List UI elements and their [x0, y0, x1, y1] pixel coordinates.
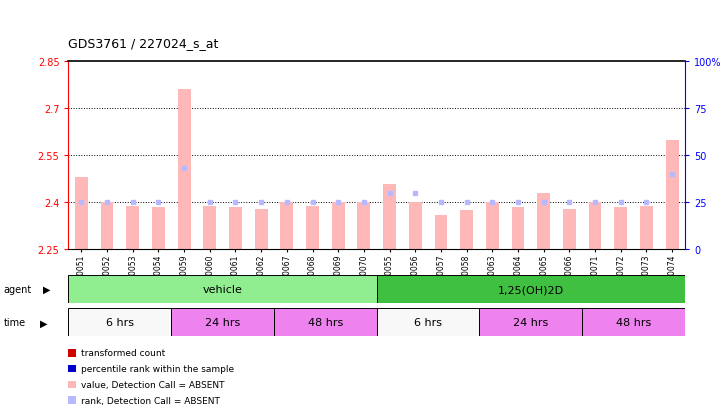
Bar: [101, 203, 113, 250]
Bar: [332, 203, 345, 250]
Text: value, Detection Call = ABSENT: value, Detection Call = ABSENT: [81, 380, 225, 389]
Text: agent: agent: [4, 285, 32, 294]
Text: GDS3761 / 227024_s_at: GDS3761 / 227024_s_at: [68, 37, 219, 50]
Bar: [68, 309, 172, 337]
Bar: [280, 203, 293, 250]
Bar: [640, 206, 653, 250]
Bar: [537, 193, 550, 250]
Bar: [409, 203, 422, 250]
Text: 24 hrs: 24 hrs: [205, 318, 240, 328]
Text: 24 hrs: 24 hrs: [513, 318, 549, 328]
Text: transformed count: transformed count: [81, 349, 166, 358]
Text: ▶: ▶: [43, 285, 50, 294]
Text: 6 hrs: 6 hrs: [414, 318, 442, 328]
Bar: [75, 178, 88, 250]
Bar: [376, 275, 685, 304]
Bar: [229, 208, 242, 250]
Bar: [588, 203, 601, 250]
Text: 48 hrs: 48 hrs: [308, 318, 343, 328]
Bar: [582, 309, 685, 337]
Bar: [383, 184, 396, 250]
Bar: [563, 209, 576, 250]
Text: percentile rank within the sample: percentile rank within the sample: [81, 364, 234, 373]
Bar: [614, 208, 627, 250]
Bar: [376, 309, 479, 337]
Text: vehicle: vehicle: [203, 285, 242, 294]
Text: 6 hrs: 6 hrs: [106, 318, 134, 328]
Bar: [306, 206, 319, 250]
Bar: [479, 309, 582, 337]
Text: 48 hrs: 48 hrs: [616, 318, 651, 328]
Bar: [172, 309, 274, 337]
Bar: [665, 140, 678, 250]
Bar: [274, 309, 376, 337]
Bar: [358, 203, 371, 250]
Bar: [435, 216, 447, 250]
Text: rank, Detection Call = ABSENT: rank, Detection Call = ABSENT: [81, 396, 221, 405]
Bar: [460, 211, 473, 250]
Text: 1,25(OH)2D: 1,25(OH)2D: [497, 285, 564, 294]
Bar: [203, 206, 216, 250]
Bar: [512, 208, 524, 250]
Bar: [486, 203, 499, 250]
Text: time: time: [4, 318, 26, 328]
Bar: [255, 209, 267, 250]
Bar: [177, 90, 190, 250]
Bar: [152, 208, 165, 250]
Text: ▶: ▶: [40, 318, 47, 328]
Bar: [68, 275, 376, 304]
Bar: [126, 206, 139, 250]
